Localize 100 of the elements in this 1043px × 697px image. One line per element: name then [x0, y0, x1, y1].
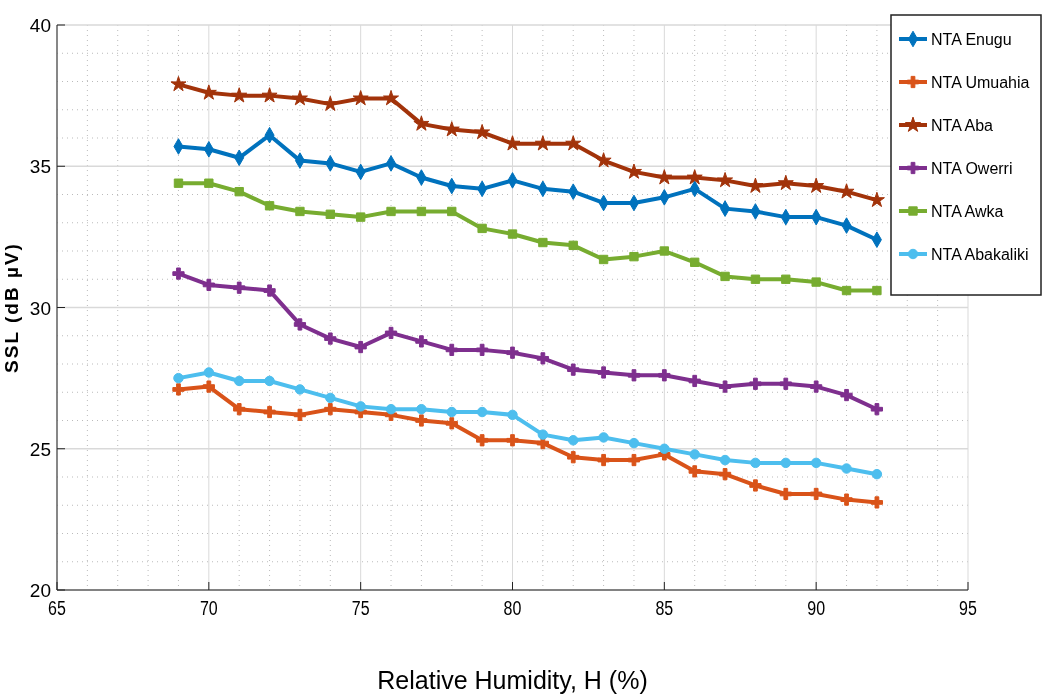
x-tick-label: 65: [48, 597, 66, 620]
point: [507, 229, 518, 239]
point: [445, 343, 458, 356]
point: [384, 326, 398, 340]
point: [324, 332, 337, 345]
point: [324, 403, 337, 416]
point: [261, 87, 278, 103]
legend-label: NTA Aba: [931, 117, 994, 134]
point: [233, 281, 246, 294]
point: [352, 90, 369, 106]
point: [810, 457, 822, 469]
point: [295, 206, 305, 217]
point: [658, 369, 671, 382]
point: [781, 274, 791, 284]
point: [204, 178, 214, 188]
point: [686, 169, 703, 185]
point: [567, 451, 580, 464]
x-tick-label: 90: [807, 597, 826, 620]
point: [172, 267, 185, 280]
point: [445, 417, 458, 430]
point: [811, 277, 821, 287]
point: [447, 206, 457, 217]
point: [170, 75, 187, 92]
point: [415, 414, 428, 427]
point: [416, 206, 427, 217]
point: [779, 487, 792, 501]
x-tick-label: 80: [503, 597, 522, 620]
point: [233, 403, 246, 416]
point: [719, 454, 731, 466]
point: [507, 409, 518, 421]
y-tick-label: 25: [29, 438, 51, 460]
point: [749, 377, 762, 390]
x-axis-title: Relative Humidity, H (%): [377, 666, 648, 694]
point: [476, 406, 488, 418]
point: [325, 209, 335, 219]
y-axis-title: SSL (dB µV): [1, 242, 22, 373]
point: [838, 183, 855, 199]
point: [446, 406, 457, 418]
point: [870, 496, 884, 509]
point: [688, 465, 701, 478]
point: [598, 254, 609, 265]
point: [565, 135, 582, 151]
point: [841, 285, 852, 296]
point: [506, 346, 519, 359]
x-tick-label: 70: [199, 597, 218, 620]
legend-label: NTA Awka: [931, 203, 1004, 220]
point: [355, 212, 366, 222]
point: [476, 434, 489, 447]
point: [263, 284, 276, 297]
point: [538, 237, 548, 248]
point: [656, 169, 673, 185]
point: [718, 468, 732, 481]
point: [810, 487, 823, 501]
point: [629, 251, 639, 262]
point: [325, 392, 336, 404]
point: [627, 453, 641, 467]
point: [537, 429, 549, 440]
point: [872, 285, 882, 296]
point: [690, 257, 700, 267]
legend-label: NTA Abakaliki: [931, 246, 1029, 263]
point: [234, 186, 244, 197]
point: [780, 457, 792, 469]
point: [810, 380, 823, 393]
point: [597, 453, 610, 467]
point: [841, 463, 852, 474]
point: [203, 367, 215, 378]
point: [689, 449, 700, 460]
point: [474, 123, 491, 140]
point: [536, 352, 549, 365]
point: [264, 375, 275, 387]
point: [749, 479, 762, 492]
point: [415, 335, 428, 348]
point: [291, 90, 308, 106]
x-tick-label: 85: [655, 597, 674, 620]
y-tick-label: 20: [29, 580, 51, 601]
point: [386, 206, 396, 217]
point: [293, 318, 307, 331]
point: [476, 343, 489, 356]
y-tick-label: 30: [29, 297, 51, 319]
point: [383, 90, 400, 106]
legend-label: NTA Owerri: [931, 160, 1013, 177]
point: [595, 152, 612, 168]
point: [263, 405, 276, 419]
point: [871, 468, 883, 480]
point: [477, 223, 487, 234]
point: [718, 380, 732, 393]
point: [416, 403, 427, 415]
x-tick-label: 95: [959, 597, 977, 620]
point: [293, 408, 307, 421]
point: [598, 432, 609, 443]
point: [840, 388, 853, 402]
point: [173, 178, 184, 188]
point: [597, 366, 610, 379]
point: [870, 403, 884, 416]
y-tick-label: 40: [29, 15, 51, 36]
point: [294, 384, 306, 395]
point: [413, 115, 430, 131]
point: [264, 201, 275, 211]
point: [568, 240, 578, 251]
point: [627, 369, 641, 382]
